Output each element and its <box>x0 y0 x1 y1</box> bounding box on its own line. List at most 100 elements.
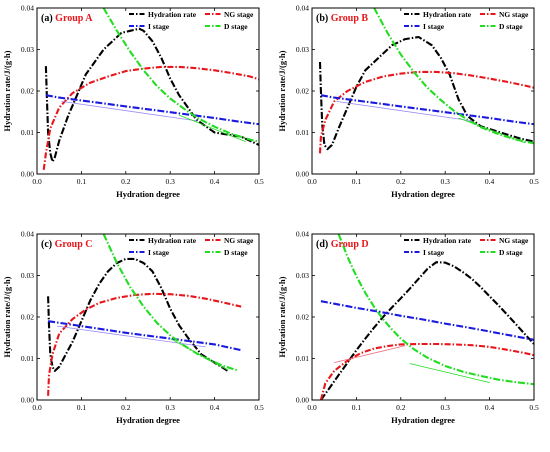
x-tick-label: 0.0 <box>32 177 42 186</box>
x-tick-label: 0.3 <box>166 177 176 186</box>
y-tick-label: 0.02 <box>296 87 309 96</box>
annotation-line <box>458 117 526 144</box>
y-tick-label: 0.03 <box>21 271 34 280</box>
y-tick-label: 0.03 <box>21 45 34 54</box>
x-tick-label: 0.0 <box>307 403 317 412</box>
annotation-line <box>178 114 246 143</box>
y-tick-label: 0.01 <box>21 354 34 363</box>
panel-label: (d) <box>316 239 328 250</box>
series-group <box>47 234 242 396</box>
x-tick-label: 0.3 <box>441 177 451 186</box>
x-tick-label: 0.5 <box>254 403 264 412</box>
x-axis-label: Hydration degree <box>116 189 180 199</box>
x-tick-label: 0.4 <box>485 403 495 412</box>
plot-frame <box>36 7 260 175</box>
y-tick-label: 0.03 <box>296 45 309 54</box>
legend-label-i-stage: I stage <box>423 248 445 257</box>
y-axis-label: Hydration rate/J/(g·h) <box>277 50 287 131</box>
x-tick-label: 0.1 <box>352 177 362 186</box>
plot-frame <box>311 233 535 401</box>
annotation-line <box>170 338 229 371</box>
x-tick-label: 0.2 <box>396 177 406 186</box>
annotation-line <box>336 100 472 122</box>
series-line-hydration-rate <box>47 257 229 372</box>
panel-label: (b) <box>316 13 328 24</box>
series-line-hydration-rate <box>320 261 534 400</box>
y-tick-label: 0.01 <box>296 354 309 363</box>
series-line-i-stage <box>47 320 242 352</box>
series-group <box>319 234 534 400</box>
legend-label-hydration-rate: Hydration rate <box>148 10 197 19</box>
y-tick-label: 0.04 <box>21 4 34 13</box>
legend-label-ng-stage: NG stage <box>499 10 529 19</box>
legend-label-d-stage: D stage <box>499 22 523 31</box>
chart-panel-b: 0.0 0.1 0.2 0.3 0.4 0.5 0.00 0.01 0.02 0.03 0.04 (b… <box>277 4 539 200</box>
y-tick-label: 0.00 <box>296 396 309 405</box>
y-axis-label: Hydration rate/J/(g·h) <box>2 276 12 357</box>
y-tick-label: 0.01 <box>296 128 309 137</box>
x-axis-label: Hydration degree <box>116 415 180 425</box>
y-tick-label: 0.03 <box>296 271 309 280</box>
series-line-d-stage <box>337 234 534 386</box>
panel-group-name: Group C <box>55 239 93 250</box>
plot-frame <box>36 233 260 401</box>
series-group <box>42 8 259 170</box>
x-tick-label: 0.0 <box>32 403 42 412</box>
y-tick-label: 0.02 <box>21 87 34 96</box>
legend-label-d-stage: D stage <box>224 248 248 257</box>
series-line-d-stage <box>102 234 238 372</box>
series-line-ng-stage <box>42 65 259 170</box>
panel-label: (c) <box>41 239 52 250</box>
legend-label-i-stage: I stage <box>148 248 170 257</box>
x-tick-label: 0.2 <box>121 177 131 186</box>
y-axis-label: Hydration rate/J/(g·h) <box>2 50 12 131</box>
chart-panel-d: 0.0 0.1 0.2 0.3 0.4 0.5 0.00 0.01 0.02 0.03 0.04 (d… <box>277 230 539 426</box>
series-line-ng-stage <box>47 292 242 396</box>
series-line-i-stage <box>320 300 534 341</box>
y-tick-label: 0.02 <box>21 313 34 322</box>
panel-title: (a) Group A <box>41 13 93 24</box>
legend-label-i-stage: I stage <box>148 22 170 31</box>
y-tick-label: 0.01 <box>21 128 34 137</box>
legend-label-d-stage: D stage <box>499 248 523 257</box>
x-axis-label: Hydration degree <box>391 189 455 199</box>
x-tick-label: 0.5 <box>254 177 264 186</box>
x-tick-label: 0.4 <box>210 177 220 186</box>
chart-panel-a: 0.0 0.1 0.2 0.3 0.4 0.5 0.00 0.01 0.02 0.03 0.04 (a… <box>2 4 264 200</box>
x-tick-label: 0.0 <box>307 177 317 186</box>
x-tick-label: 0.3 <box>441 403 451 412</box>
panel-title: (b) Group B <box>316 13 368 24</box>
series-line-d-stage <box>102 8 259 143</box>
legend-label-d-stage: D stage <box>224 22 248 31</box>
x-tick-label: 0.4 <box>210 403 220 412</box>
legend-label-hydration-rate: Hydration rate <box>148 236 197 245</box>
series-line-ng-stage <box>318 70 534 154</box>
chart-panel-c: 0.0 0.1 0.2 0.3 0.4 0.5 0.00 0.01 0.02 0.03 0.04 (c… <box>2 230 264 426</box>
y-tick-label: 0.00 <box>21 396 34 405</box>
x-tick-label: 0.5 <box>529 403 539 412</box>
series-line-i-stage <box>45 94 259 126</box>
x-axis-label: Hydration degree <box>391 415 455 425</box>
x-tick-label: 0.1 <box>352 403 362 412</box>
x-tick-label: 0.3 <box>166 403 176 412</box>
panel-group-name: Group D <box>331 239 369 250</box>
y-tick-label: 0.04 <box>296 4 309 13</box>
legend-label-hydration-rate: Hydration rate <box>423 236 472 245</box>
panel-title: (c) Group C <box>41 239 93 250</box>
panel-label: (a) <box>41 13 53 24</box>
legend-label-ng-stage: NG stage <box>499 236 529 245</box>
y-tick-label: 0.04 <box>21 230 34 239</box>
panel-group-name: Group A <box>55 13 93 24</box>
legend-label-hydration-rate: Hydration rate <box>423 10 472 19</box>
panel-title: (d) Group D <box>316 239 369 250</box>
plot-frame <box>311 7 535 175</box>
y-tick-label: 0.00 <box>21 170 34 179</box>
y-tick-label: 0.04 <box>296 230 309 239</box>
series-line-i-stage <box>320 94 534 126</box>
legend-label-i-stage: I stage <box>423 22 445 31</box>
x-tick-label: 0.1 <box>77 403 87 412</box>
series-line-ng-stage <box>319 342 534 400</box>
annotation-line <box>61 100 197 122</box>
annotation-line <box>334 345 406 364</box>
